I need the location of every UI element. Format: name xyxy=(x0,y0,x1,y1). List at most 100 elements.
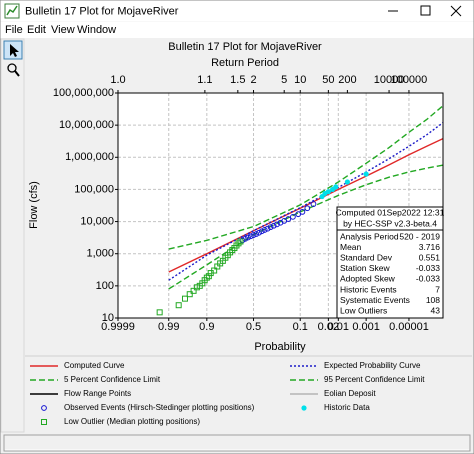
observed-point xyxy=(289,213,296,220)
x-tick-label: 0.00001 xyxy=(389,321,429,333)
stats-value: 7 xyxy=(435,284,440,294)
low-outlier-point xyxy=(235,240,242,247)
y-tick-label: 100 xyxy=(96,280,114,292)
x-axis-title: Probability xyxy=(254,341,306,353)
observed-point xyxy=(247,233,254,240)
stats-value: 108 xyxy=(426,295,440,305)
x-tick-label: 0.02 xyxy=(318,321,339,333)
observed-point xyxy=(267,224,274,231)
stats-label: Systematic Events xyxy=(340,295,410,305)
tick-labels: 10 100 1,000 10,000 100,000 1,000,000 10,000,0… xyxy=(53,74,429,333)
x-tick-label: 0.9 xyxy=(199,321,214,333)
x2-axis-title: Return Period xyxy=(211,57,279,69)
stats-label: Standard Dev xyxy=(340,252,393,262)
observed-point xyxy=(299,208,306,215)
menu-bar xyxy=(0,22,474,38)
stats-label: Station Skew xyxy=(340,263,390,273)
observed-point xyxy=(274,221,280,228)
curve xyxy=(168,105,443,250)
x2-tick-label: 200 xyxy=(338,74,356,86)
toolbar xyxy=(0,38,25,433)
window-title: Bulletin 17 Plot for MojaveRiver xyxy=(25,5,179,17)
stats-value: 0.551 xyxy=(419,252,441,262)
stats-box: Computed 01Sep2022 12:31 by HEC-SSP v2.3… xyxy=(336,206,445,319)
observed-point xyxy=(256,229,262,236)
menu-item[interactable]: Window xyxy=(77,24,116,36)
observed-point xyxy=(270,222,277,229)
stats-header: by HEC-SSP v2.3-beta.4 xyxy=(343,218,437,228)
stats-value: 3.716 xyxy=(419,242,441,252)
observed-point xyxy=(310,201,317,207)
x2-tick-label: 5 xyxy=(281,74,287,86)
x2-tick-label: 10000 xyxy=(374,74,405,86)
stats-value: -0.033 xyxy=(416,263,440,273)
x2-tick-label: 1.0 xyxy=(110,74,125,86)
low-outlier-point xyxy=(211,267,218,274)
legend-swatch xyxy=(301,405,307,411)
app-icon xyxy=(4,3,20,19)
low-outlier-point xyxy=(237,238,244,245)
low-outlier-point xyxy=(186,291,193,298)
x2-tick-label: 50 xyxy=(322,74,334,86)
x-tick-label: 0.01 xyxy=(328,321,349,333)
y-tick-label: 10,000,000 xyxy=(59,119,114,131)
zoom-tool[interactable] xyxy=(7,63,20,77)
observed-point xyxy=(304,205,311,212)
y-axis-title: Flow (cfs) xyxy=(28,181,40,229)
x2-tick-label: 2 xyxy=(250,74,256,86)
legend-label: Computed Curve xyxy=(64,361,125,370)
legend-label: 5 Percent Confidence Limit xyxy=(64,375,161,384)
legend-label: Low Outlier (Median plotting positions) xyxy=(64,417,200,426)
low-outlier-point xyxy=(181,295,188,302)
chart-title: Bulletin 17 Plot for MojaveRiver xyxy=(168,41,322,53)
y-tick-label: 10 xyxy=(102,312,114,324)
legend-swatch xyxy=(41,419,47,425)
status-bar xyxy=(3,434,471,452)
legend-label: Observed Events (Hirsch-Stedinger plotti… xyxy=(64,403,255,412)
x-tick-label: 0.99 xyxy=(158,321,179,333)
menu-item[interactable]: File xyxy=(5,24,23,36)
legend-label: Eolian Deposit xyxy=(324,389,376,398)
stats-value: 520 - 2019 xyxy=(399,231,440,241)
x2-tick-label: 1.1 xyxy=(197,74,212,86)
x2-tick-label: 10 xyxy=(294,74,306,86)
observed-point xyxy=(285,216,292,222)
stats-value: -0.033 xyxy=(416,274,440,284)
x2-tick-label: 1.5 xyxy=(230,74,245,86)
legend: Computed Curve Expected Probability Curve… xyxy=(30,361,425,426)
stats-label: Analysis Period xyxy=(340,231,399,241)
legend-swatch xyxy=(41,405,47,411)
y-tick-label: 10,000 xyxy=(80,215,114,227)
plot-border xyxy=(117,92,444,319)
observed-point xyxy=(250,232,257,238)
historic-point xyxy=(363,171,369,177)
historic-point xyxy=(333,184,339,190)
x-tick-label: 0.001 xyxy=(352,321,380,333)
historic-point xyxy=(344,179,350,185)
historic-point xyxy=(325,189,331,195)
y-tick-label: 100,000,000 xyxy=(53,87,114,99)
maximize-button[interactable] xyxy=(420,5,431,16)
observed-point xyxy=(253,231,260,237)
low-outlier-point xyxy=(175,302,182,309)
menu-item[interactable]: View xyxy=(51,24,75,36)
select-tool[interactable] xyxy=(3,40,23,60)
stats-label: Adopted Skew xyxy=(340,274,396,284)
x-tick-label: 0.9999 xyxy=(101,321,135,333)
observed-point xyxy=(245,234,251,241)
legend-label: Flow Range Points xyxy=(64,389,131,398)
legend-label: Expected Probability Curve xyxy=(324,361,421,370)
stats-header: Computed 01Sep2022 12:31 xyxy=(336,207,445,217)
legend-label: 95 Percent Confidence Limit xyxy=(324,375,425,384)
y-tick-label: 1,000,000 xyxy=(65,151,114,163)
title-bar xyxy=(0,0,474,22)
observed-point xyxy=(258,228,265,235)
stats-frame xyxy=(336,206,444,319)
stats-label: Historic Events xyxy=(340,284,397,294)
close-button[interactable] xyxy=(450,5,462,17)
data-layer xyxy=(156,105,443,316)
low-outlier-point xyxy=(190,287,197,294)
menu-item[interactable]: Edit xyxy=(27,24,46,36)
stats-label: Mean xyxy=(340,242,362,252)
